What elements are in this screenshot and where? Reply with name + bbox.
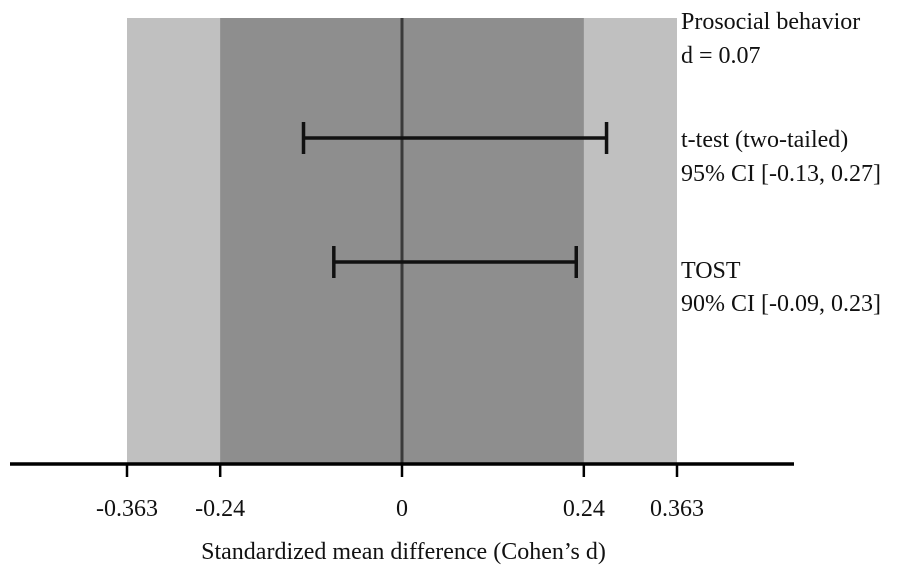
ttest-name-label: t-test (two-tailed)	[681, 127, 849, 153]
x-axis-label: Standardized mean difference (Cohen’s d)	[201, 539, 606, 565]
x-tick-label-3: 0.24	[563, 496, 605, 522]
ttest-ci-label: 95% CI [-0.13, 0.27]	[681, 161, 881, 187]
effect-name-label: Prosocial behavior	[681, 9, 861, 35]
effect-size-label: d = 0.07	[681, 43, 761, 69]
tost-ci-label: 90% CI [-0.09, 0.23]	[681, 291, 881, 317]
x-tick-label-0: -0.363	[96, 496, 158, 522]
x-tick-label-1: -0.24	[195, 496, 245, 522]
x-tick-label-4: 0.363	[650, 496, 704, 522]
tost-name-label: TOST	[681, 258, 741, 284]
x-tick-label-2: 0	[396, 496, 408, 522]
